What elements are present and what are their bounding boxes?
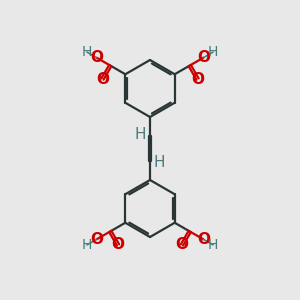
Text: O: O: [96, 72, 109, 87]
Text: O: O: [90, 50, 103, 65]
Text: H: H: [135, 127, 146, 142]
Text: O: O: [197, 232, 210, 247]
Text: H: H: [208, 45, 218, 59]
Text: H: H: [82, 45, 92, 59]
Text: H: H: [154, 155, 165, 170]
Text: H: H: [208, 238, 218, 252]
Text: O: O: [191, 72, 204, 87]
Text: O: O: [176, 238, 188, 253]
Text: O: O: [90, 232, 103, 247]
Text: H: H: [82, 238, 92, 252]
Text: O: O: [112, 238, 124, 253]
Text: O: O: [197, 50, 210, 65]
